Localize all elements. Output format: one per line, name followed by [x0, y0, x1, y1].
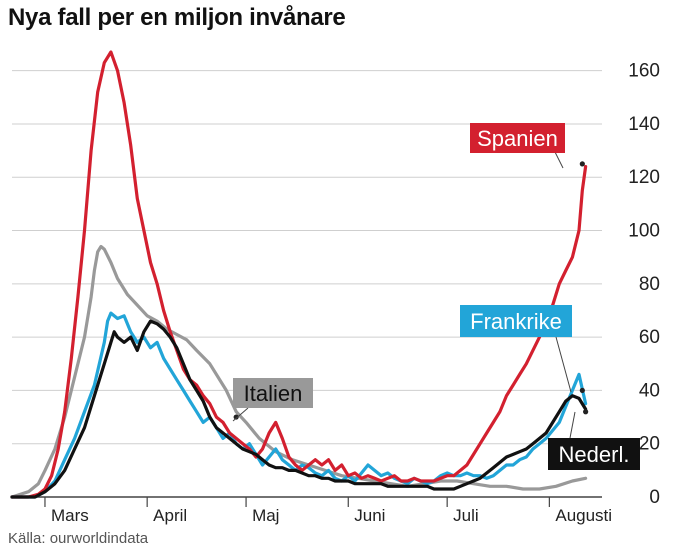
- chart-title: Nya fall per en miljon invånare: [8, 4, 346, 31]
- annotation-box-spanien: [470, 123, 565, 153]
- annotation-box-italien: [233, 378, 313, 408]
- annotation-box-frankrike: [460, 305, 572, 337]
- y-tick-label: 80: [639, 274, 660, 295]
- annotation-dot-spanien: [579, 161, 585, 167]
- annotation-label-frankrike: Frankrike: [470, 309, 562, 334]
- annotation-label-nederl: Nederl.: [559, 442, 630, 467]
- y-tick-label: 0: [649, 487, 660, 508]
- annotation-leader-italien: [232, 407, 249, 422]
- annotation-label-spanien: Spanien: [477, 126, 558, 151]
- x-tick-label: Juni: [354, 506, 385, 525]
- annotation-box-nederl: [548, 438, 640, 470]
- x-tick-label: Maj: [252, 506, 279, 525]
- series-line-nederl: [10, 319, 588, 499]
- y-tick-label: 160: [628, 61, 660, 82]
- y-axis-ticks: 0 20 40 60 80 100 120 140 160: [628, 61, 660, 508]
- y-tick-label: 20: [639, 434, 660, 455]
- annotation-dot-frankrike: [579, 387, 585, 394]
- series-line-spanien: [10, 50, 588, 499]
- annotation-leader-nederl: [569, 411, 576, 439]
- annotation-leader-frankrike: [555, 336, 572, 393]
- annotation-leader-spanien: [554, 151, 564, 169]
- series-annotations: Spanien Frankrike Italien Nederl.: [232, 123, 640, 470]
- series-line-italien: [10, 244, 588, 499]
- y-tick-label: 40: [639, 380, 660, 401]
- y-tick-label: 60: [639, 327, 660, 348]
- annotation-dot-nederl: [583, 409, 589, 415]
- x-tick-label: April: [153, 506, 187, 525]
- annotation-dot-italien: [233, 414, 239, 420]
- series-line-frankrike: [10, 311, 588, 499]
- series-lines: [10, 50, 588, 499]
- x-tick-label: Augusti: [555, 506, 612, 525]
- y-tick-label: 140: [628, 114, 660, 135]
- y-tick-label: 100: [628, 221, 660, 242]
- x-axis-ticks: Mars April Maj Juni Juli Augusti: [44, 497, 612, 525]
- x-tick-label: Juli: [453, 506, 479, 525]
- annotation-label-italien: Italien: [244, 381, 303, 406]
- x-tick-label: Mars: [51, 506, 89, 525]
- y-tick-label: 120: [628, 167, 660, 188]
- source-note: Källa: ourworldindata: [8, 530, 149, 547]
